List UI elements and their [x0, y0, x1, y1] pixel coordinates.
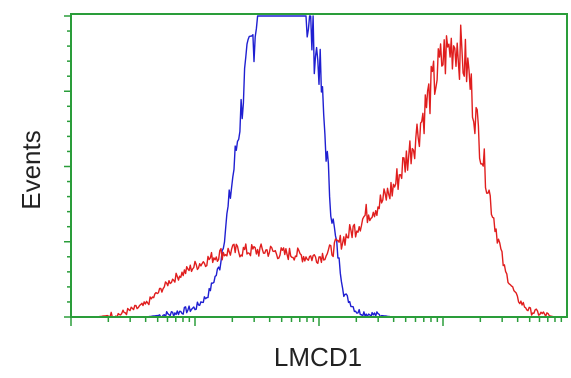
y-ticks	[64, 15, 71, 318]
plot-frame	[70, 13, 568, 318]
x-ticks	[70, 317, 563, 326]
series-line-red	[71, 24, 567, 318]
series-line-blue	[71, 15, 567, 318]
x-axis-title: LMCD1	[274, 342, 362, 372]
series-lines	[71, 15, 567, 318]
y-axis-title: Events	[16, 130, 46, 210]
